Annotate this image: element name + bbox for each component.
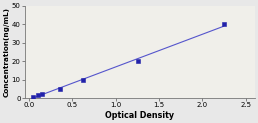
Y-axis label: Concentration(ng/mL): Concentration(ng/mL) bbox=[3, 7, 10, 97]
X-axis label: Optical Density: Optical Density bbox=[105, 111, 174, 120]
